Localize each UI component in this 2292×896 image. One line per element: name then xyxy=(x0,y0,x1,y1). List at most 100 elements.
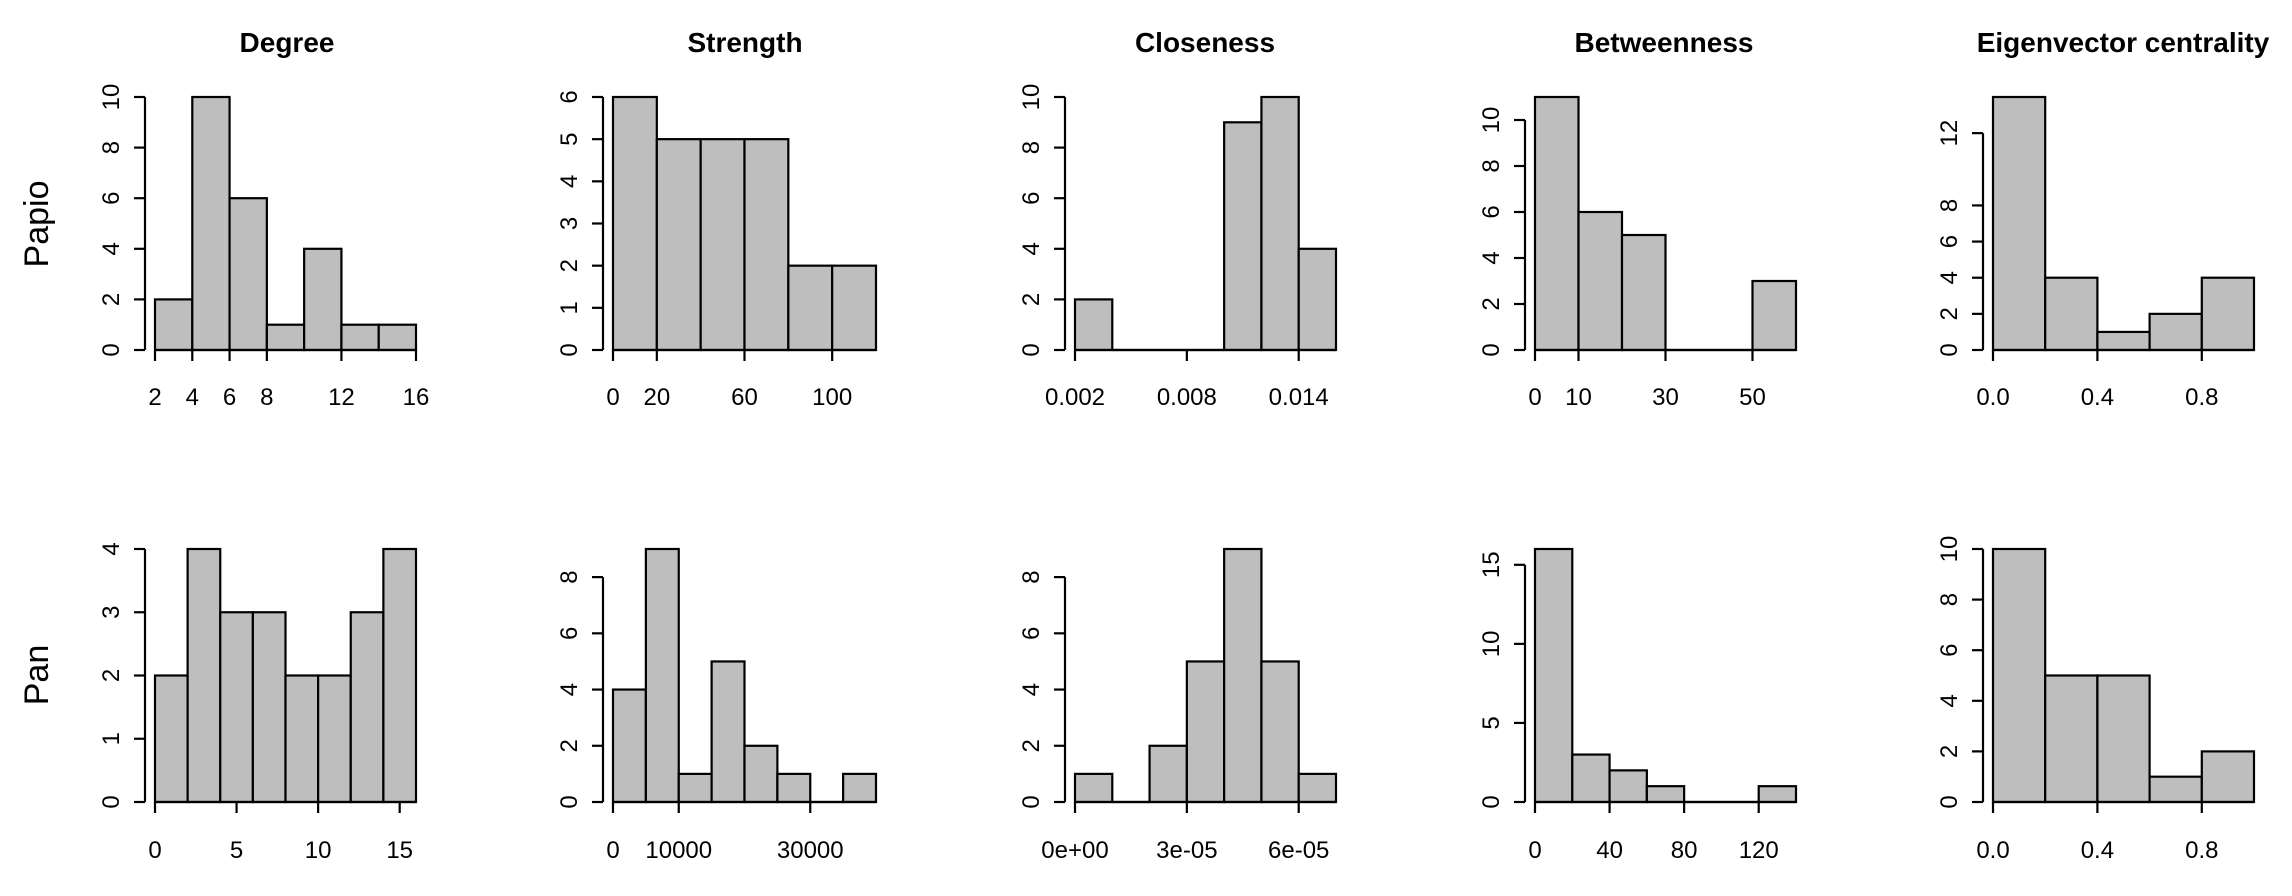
column-title-eigenvector: Eigenvector centrality xyxy=(1977,27,2270,58)
x-tick-label: 0 xyxy=(1528,384,1541,411)
x-tick-label: 0.014 xyxy=(1269,384,1329,411)
y-tick-label: 0 xyxy=(1018,343,1045,356)
x-tick-label: 10 xyxy=(1565,384,1592,411)
y-tick-label: 0 xyxy=(556,343,583,356)
y-tick-label: 0 xyxy=(556,795,583,808)
x-tick-label: 0.0 xyxy=(1976,384,2009,411)
column-title-betweenness: Betweenness xyxy=(1575,27,1754,58)
histogram-bar xyxy=(153,298,194,352)
y-tick-label: 6 xyxy=(1936,644,1963,657)
x-tick-label: 0 xyxy=(606,837,619,864)
y-tick-label: 0 xyxy=(1936,795,1963,808)
histogram-bar xyxy=(2148,312,2203,352)
row-label-pan: Pan xyxy=(18,645,56,706)
y-tick-label: 8 xyxy=(1018,570,1045,583)
histogram-bar xyxy=(743,744,779,804)
x-tick-label: 50 xyxy=(1739,384,1766,411)
x-tick-label: 4 xyxy=(186,384,199,411)
y-tick-label: 5 xyxy=(556,132,583,145)
histogram-bar xyxy=(2044,276,2099,352)
histogram-bar xyxy=(2096,674,2151,804)
histogram-bar xyxy=(191,95,231,352)
y-tick-label: 6 xyxy=(556,627,583,640)
y-tick-label: 0 xyxy=(1478,795,1505,808)
histogram-bar xyxy=(153,674,189,804)
x-tick-label: 0.4 xyxy=(2081,837,2114,864)
histogram-bar xyxy=(1757,785,1798,804)
y-tick-label: 4 xyxy=(1018,242,1045,255)
histogram-bar xyxy=(699,138,746,352)
x-tick-label: 0e+00 xyxy=(1041,837,1108,864)
histogram-bar xyxy=(1185,660,1226,804)
y-tick-label: 4 xyxy=(98,542,125,555)
histogram-bar xyxy=(1297,772,1338,804)
y-tick-label: 2 xyxy=(98,293,125,306)
histogram-bar xyxy=(677,772,713,804)
histogram-pan-strength: 0 10000 30000 0 2 4 6 8 xyxy=(556,547,878,864)
x-tick-label: 0 xyxy=(606,384,619,411)
histogram-bar xyxy=(611,95,658,352)
y-tick-label: 4 xyxy=(1936,271,1963,284)
y-tick-label: 10 xyxy=(1478,631,1505,658)
histogram-pan-closeness: 0e+00 3e-05 6e-05 0 2 4 6 8 xyxy=(1018,547,1338,864)
histogram-bar xyxy=(1073,772,1114,804)
y-tick-label: 10 xyxy=(1936,536,1963,563)
y-tick-label: 6 xyxy=(98,192,125,205)
histogram-bar xyxy=(2200,276,2256,352)
histogram-pan-degree: 0 5 10 15 0 1 2 3 4 xyxy=(98,542,418,864)
histogram-bar xyxy=(1533,95,1580,352)
histogram-bar xyxy=(303,247,343,352)
y-tick-label: 4 xyxy=(556,683,583,696)
y-tick-label: 2 xyxy=(1936,745,1963,758)
y-tick-label: 4 xyxy=(1478,251,1505,264)
x-tick-label: 40 xyxy=(1596,837,1623,864)
y-tick-label: 6 xyxy=(556,90,583,103)
row-labels: Papio Pan xyxy=(18,181,56,706)
y-tick-label: 5 xyxy=(1478,716,1505,729)
x-tick-label: 10000 xyxy=(645,837,712,864)
y-tick-label: 15 xyxy=(1478,551,1505,578)
histogram-bar xyxy=(710,660,746,804)
y-tick-label: 0 xyxy=(1478,343,1505,356)
y-tick-label: 10 xyxy=(1018,84,1045,111)
x-tick-label: 30000 xyxy=(777,837,844,864)
x-tick-label: 5 xyxy=(230,837,243,864)
histogram-bar xyxy=(1991,95,2047,352)
histogram-bar xyxy=(655,138,702,352)
x-tick-label: 0.002 xyxy=(1045,384,1105,411)
histogram-bar xyxy=(1645,785,1686,804)
histogram-bar xyxy=(382,547,418,804)
histogram-bar xyxy=(1571,753,1611,804)
y-tick-label: 2 xyxy=(98,669,125,682)
x-tick-label: 6 xyxy=(223,384,236,411)
histogram-bar xyxy=(1260,95,1300,352)
histogram-bar xyxy=(1223,121,1263,352)
histogram-bar xyxy=(644,547,680,804)
y-tick-label: 0 xyxy=(1018,795,1045,808)
y-tick-label: 6 xyxy=(1018,627,1045,640)
x-tick-label: 16 xyxy=(403,384,430,411)
histogram-bar xyxy=(2044,674,2099,804)
column-title-strength: Strength xyxy=(687,27,802,58)
x-tick-label: 120 xyxy=(1739,837,1779,864)
x-tick-label: 15 xyxy=(386,837,413,864)
x-tick-label: 0 xyxy=(1528,837,1541,864)
histogram-bar xyxy=(1073,298,1114,352)
x-tick-label: 0.8 xyxy=(2185,837,2218,864)
histogram-bar xyxy=(1608,769,1648,804)
histogram-bar xyxy=(1260,660,1300,804)
y-tick-label: 10 xyxy=(98,84,125,111)
y-tick-label: 6 xyxy=(1018,192,1045,205)
y-tick-label: 8 xyxy=(1018,141,1045,154)
x-tick-label: 0.8 xyxy=(2185,384,2218,411)
y-tick-label: 1 xyxy=(98,732,125,745)
y-tick-label: 2 xyxy=(1478,297,1505,310)
histogram-bar xyxy=(776,772,812,804)
histogram-bar xyxy=(1223,547,1263,804)
y-tick-label: 2 xyxy=(556,259,583,272)
histogram-bar xyxy=(349,611,385,804)
x-tick-label: 20 xyxy=(643,384,670,411)
histogram-pan-eigenvector-centrality: 0.0 0.4 0.8 0 2 4 6 8 10 xyxy=(1936,536,2256,864)
y-tick-label: 8 xyxy=(98,141,125,154)
